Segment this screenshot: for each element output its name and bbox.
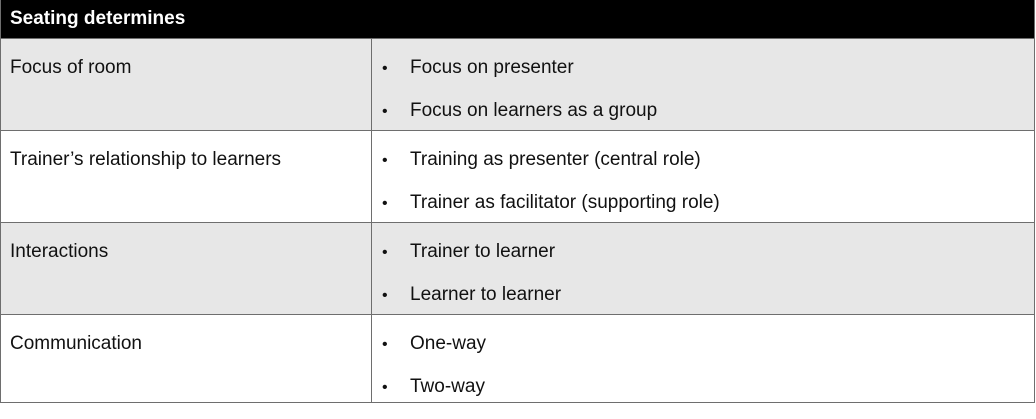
bullet-icon: •	[382, 379, 388, 396]
row-items: • Training as presenter (central role) •…	[372, 131, 1034, 222]
list-item-text: Two-way	[410, 376, 485, 397]
list-item: • Learner to learner	[380, 284, 1034, 327]
row-items: • One-way • Two-way	[372, 315, 1034, 402]
list-item-text: Learner to learner	[410, 284, 562, 305]
list-item: • Training as presenter (central role)	[380, 149, 1034, 192]
bullet-icon: •	[382, 60, 388, 77]
list-item-text: One-way	[410, 333, 487, 354]
bullet-icon: •	[382, 195, 388, 212]
bullet-icon: •	[382, 244, 388, 261]
table-header: Seating determines	[1, 0, 1034, 38]
row-label: Interactions	[1, 223, 372, 314]
seating-table: Seating determines Focus of room • Focus…	[0, 0, 1035, 403]
bullet-icon: •	[382, 287, 388, 304]
list-item: • One-way	[380, 333, 1034, 376]
list-item-text: Training as presenter (central role)	[410, 149, 701, 170]
list-item: • Focus on learners as a group	[380, 100, 1034, 143]
list-item-text: Trainer as facilitator (supporting role)	[410, 192, 720, 213]
list-item: • Trainer to learner	[380, 241, 1034, 284]
table-row: Communication • One-way • Two-way	[1, 314, 1034, 402]
list-item: • Focus on presenter	[380, 57, 1034, 100]
table-row: Trainer’s relationship to learners • Tra…	[1, 130, 1034, 222]
row-label: Communication	[1, 315, 372, 402]
list-item: • Two-way	[380, 376, 1034, 419]
bullet-icon: •	[382, 103, 388, 120]
list-item: • Trainer as facilitator (supporting rol…	[380, 192, 1034, 235]
table-row: Focus of room • Focus on presenter • Foc…	[1, 38, 1034, 130]
bullet-icon: •	[382, 152, 388, 169]
row-label: Trainer’s relationship to learners	[1, 131, 372, 222]
table-row: Interactions • Trainer to learner • Lear…	[1, 222, 1034, 314]
bullet-icon: •	[382, 336, 388, 353]
row-items: • Focus on presenter • Focus on learners…	[372, 39, 1034, 130]
list-item-text: Trainer to learner	[410, 241, 556, 262]
row-items: • Trainer to learner • Learner to learne…	[372, 223, 1034, 314]
list-item-text: Focus on presenter	[410, 57, 574, 78]
row-label: Focus of room	[1, 39, 372, 130]
list-item-text: Focus on learners as a group	[410, 100, 658, 121]
